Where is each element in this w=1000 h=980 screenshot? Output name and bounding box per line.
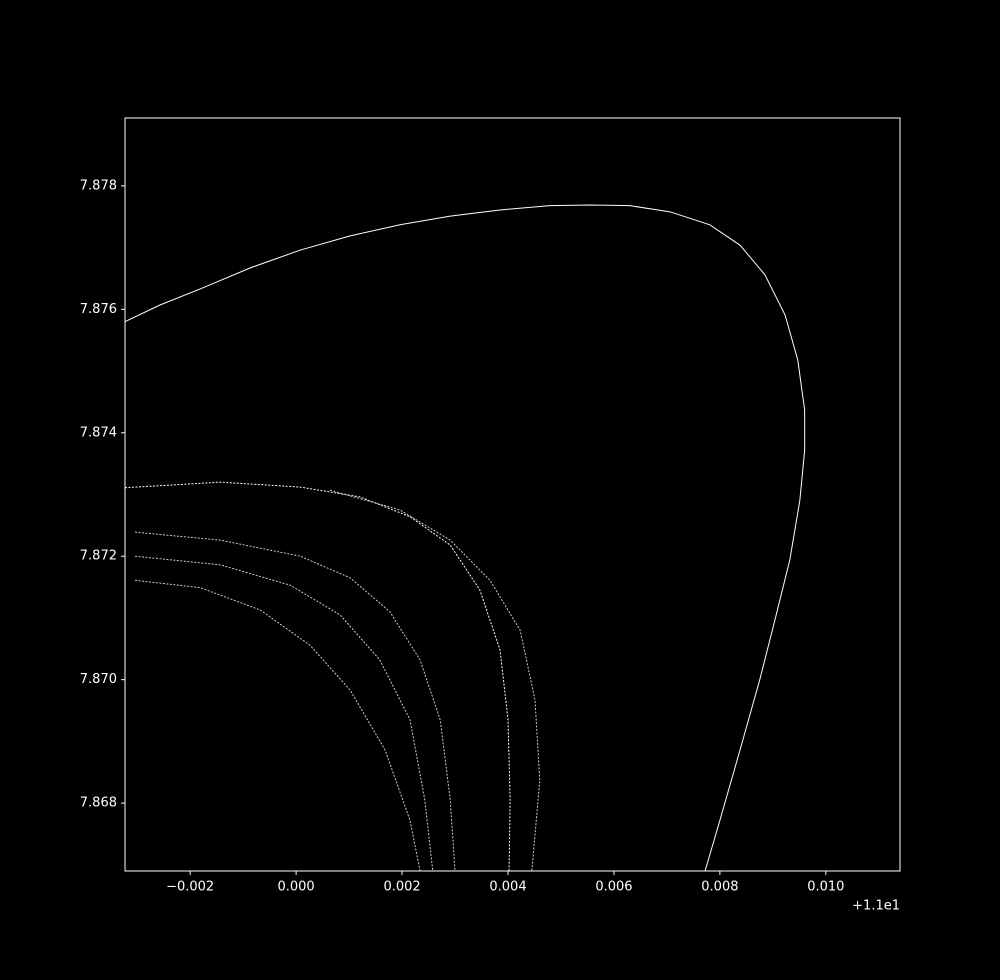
y-tick-label: 7.878 — [80, 178, 117, 193]
axes-frame — [124, 117, 901, 872]
y-tick-label: 7.872 — [80, 549, 117, 564]
plot-area — [125, 204, 806, 871]
x-tick-label: 0.006 — [595, 880, 632, 895]
y-tick-label: 7.870 — [80, 672, 117, 687]
x-tick-label: 0.004 — [489, 880, 526, 895]
y-tick-label: 7.868 — [80, 796, 117, 811]
x-tick-label: 0.008 — [701, 880, 738, 895]
attractor-curve — [135, 555, 434, 871]
x-tick-label: −0.002 — [166, 880, 214, 895]
attractor-curve — [135, 531, 456, 871]
x-offset-label: +1.1e1 — [852, 899, 900, 914]
x-tick-label: 0.000 — [277, 880, 314, 895]
y-tick-label: 7.874 — [80, 425, 117, 440]
x-tick-label: 0.002 — [383, 880, 420, 895]
attractor-curve — [125, 204, 806, 871]
attractor-curve — [125, 481, 511, 871]
x-tick-label: 0.010 — [807, 880, 844, 895]
attractor-curve — [329, 489, 541, 871]
attractor-curve — [135, 579, 421, 871]
y-tick-label: 7.876 — [80, 302, 117, 317]
